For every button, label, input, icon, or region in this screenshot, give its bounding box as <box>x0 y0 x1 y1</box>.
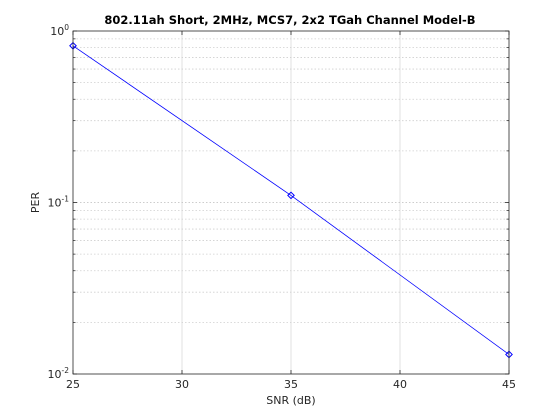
y-tick-label: 10-2 <box>48 366 70 381</box>
grid <box>73 31 509 374</box>
x-tick-label: 30 <box>175 378 189 391</box>
x-tick-label: 45 <box>502 378 516 391</box>
series-line <box>72 45 510 355</box>
plot-frame <box>72 30 510 375</box>
x-tick-label: 25 <box>66 378 80 391</box>
y-axis-label: PER <box>29 192 42 214</box>
x-tick-label: 40 <box>393 378 407 391</box>
y-tick-label: 100 <box>50 23 69 38</box>
x-axis-label: SNR (dB) <box>266 394 315 407</box>
y-tick-exponent: -2 <box>62 366 70 375</box>
y-tick-base: 10 <box>48 197 62 210</box>
y-tick-exponent: -1 <box>62 195 70 204</box>
chart-title: 802.11ah Short, 2MHz, MCS7, 2x2 TGah Cha… <box>104 13 475 27</box>
data-point-marker <box>287 191 295 200</box>
y-tick-base: 10 <box>50 25 64 38</box>
y-tick-exponent: 0 <box>64 23 69 32</box>
y-tick-base: 10 <box>48 368 62 381</box>
x-tick-label: 35 <box>284 378 298 391</box>
y-tick-label: 10-1 <box>48 195 70 210</box>
